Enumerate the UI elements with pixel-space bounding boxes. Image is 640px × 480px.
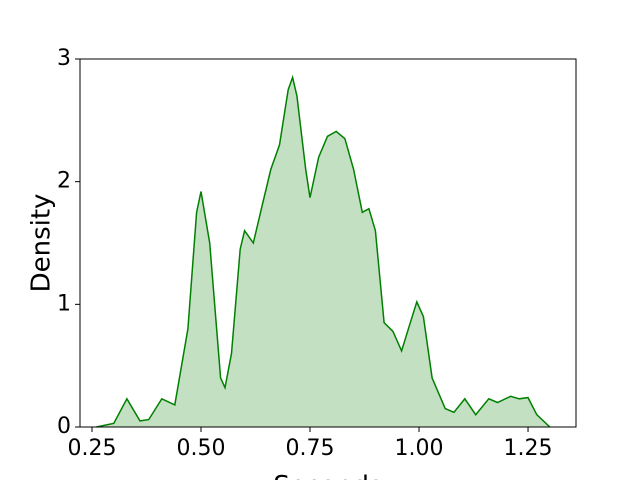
- y-tick-label: 3: [57, 46, 71, 71]
- x-tick-label: 1.00: [395, 436, 444, 461]
- x-tick-label: 0.50: [177, 436, 226, 461]
- y-tick-label: 0: [57, 414, 71, 439]
- density-line: [96, 74, 551, 428]
- x-tick-label: 0.75: [286, 436, 335, 461]
- x-tick-label: 1.25: [504, 436, 553, 461]
- y-axis-label: Density: [27, 194, 57, 293]
- x-axis-label: Seconds: [273, 471, 382, 480]
- y-tick-label: 1: [57, 291, 71, 316]
- x-tick-label: 0.25: [67, 436, 116, 461]
- y-tick-label: 2: [57, 169, 71, 194]
- density-area: [96, 77, 550, 428]
- plot-frame: [79, 58, 577, 428]
